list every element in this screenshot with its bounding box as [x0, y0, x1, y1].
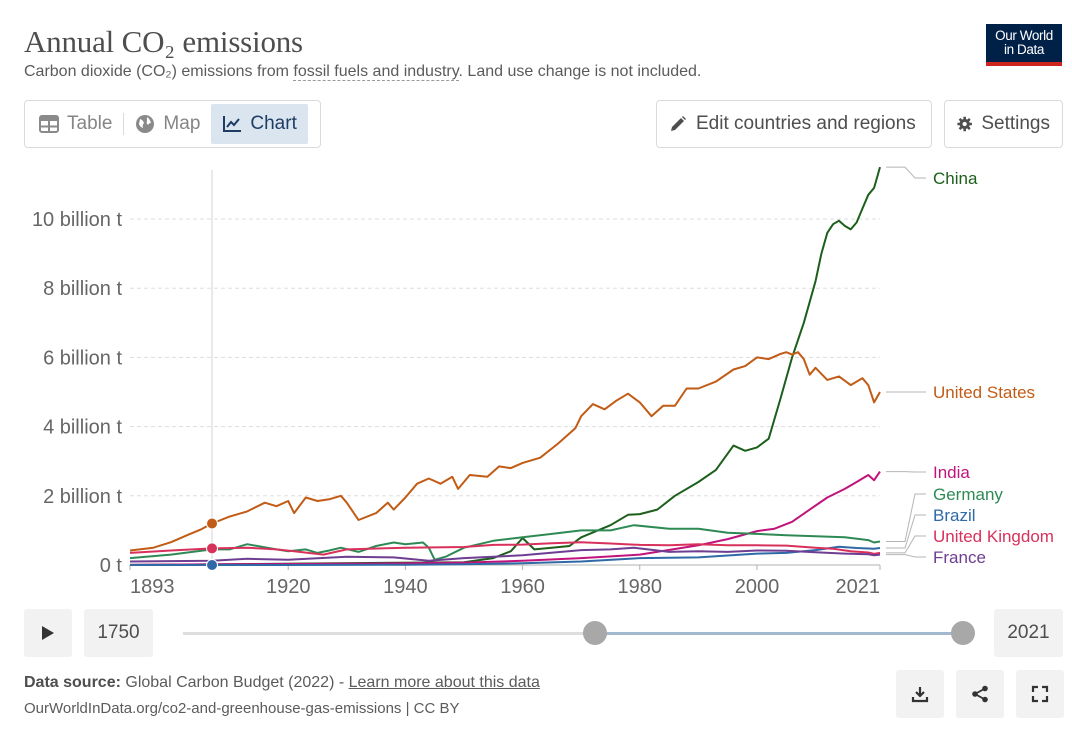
grid-layer: 0 t 2 billion t 4 billion t 6 billion t 8 bi… [32, 170, 881, 598]
series-line-france[interactable] [129, 546, 881, 563]
tab-chart-label: Chart [250, 113, 297, 134]
subtitle-text: Carbon dioxide (CO₂) emissions from [24, 63, 294, 80]
share-button[interactable] [956, 670, 1004, 718]
label-layer: China United States India Germany Brazil Unit… [886, 166, 1054, 567]
series-line-united-kingdom[interactable] [129, 541, 881, 556]
y-tick-label: 10 billion t [32, 209, 123, 231]
y-tick-label: 2 billion t [43, 486, 122, 508]
edit-countries-button[interactable]: Edit countries and regions [656, 100, 932, 148]
series-label-china[interactable]: China [933, 169, 978, 188]
timeline-controls: 1750 2021 [24, 609, 1064, 657]
settings-label: Settings [981, 113, 1050, 134]
logo-line-2: in Data [1004, 42, 1044, 57]
line-chart-icon [223, 116, 242, 132]
timeline-range[interactable] [595, 632, 963, 635]
gear-icon [957, 116, 972, 132]
end-year[interactable]: 2021 [994, 609, 1063, 657]
chart-subtitle: Carbon dioxide (CO₂) emissions from foss… [24, 63, 701, 81]
edit-countries-label: Edit countries and regions [696, 113, 916, 134]
download-icon [911, 687, 929, 703]
source-label: Data source: [24, 674, 121, 691]
x-tick-label: 2000 [735, 576, 780, 598]
series-label-india[interactable]: India [933, 463, 970, 482]
tab-table[interactable]: Table [28, 104, 123, 144]
label-leader-line [886, 166, 926, 179]
end-handle[interactable] [951, 621, 975, 645]
series-label-united-kingdom[interactable]: United Kingdom [933, 527, 1054, 546]
y-tick-label: 4 billion t [43, 417, 122, 439]
logo-line-1: Our World [995, 28, 1053, 43]
series-line-united-states[interactable] [129, 351, 881, 552]
start-year[interactable]: 1750 [84, 609, 153, 657]
label-leader-line [886, 493, 926, 542]
x-tick-label: 1940 [383, 576, 428, 598]
view-tabs: Table Map Chart [24, 100, 321, 148]
fullscreen-button[interactable] [1016, 670, 1064, 718]
play-icon [42, 626, 54, 640]
x-tick-label: 1960 [500, 576, 545, 598]
table-icon [39, 115, 59, 133]
tab-map[interactable]: Map [124, 104, 211, 144]
series-label-france[interactable]: France [933, 548, 986, 567]
tab-divider [123, 113, 125, 135]
play-button[interactable] [24, 609, 72, 657]
tab-table-label: Table [67, 113, 113, 134]
series-label-germany[interactable]: Germany [933, 485, 1003, 504]
learn-more-link[interactable]: Learn more about this data [348, 674, 540, 691]
data-source: Data source: Global Carbon Budget (2022)… [24, 674, 540, 692]
download-button[interactable] [896, 670, 944, 718]
x-tick-label: 1893 [130, 576, 175, 598]
tab-map-label: Map [163, 113, 201, 134]
fossil-fuels-link[interactable]: fossil fuels and industry [293, 63, 459, 81]
series-label-united-states[interactable]: United States [933, 383, 1035, 402]
chart-title: Annual CO₂ emissions [24, 24, 303, 59]
source-text: Global Carbon Budget (2022) - [125, 674, 349, 691]
label-leader-line [886, 535, 926, 554]
y-tick-label: 8 billion t [43, 278, 122, 300]
hover-marker [206, 517, 219, 530]
hover-marker [206, 559, 219, 571]
timeline-track[interactable] [183, 632, 963, 635]
label-leader-line [886, 554, 926, 558]
series-layer [129, 166, 881, 571]
y-tick-label: 6 billion t [43, 347, 122, 369]
owid-logo[interactable]: Our World in Data [986, 24, 1062, 66]
subtitle-text-end: . Land use change is not included. [458, 63, 702, 80]
x-tick-label: 1980 [618, 576, 663, 598]
globe-icon [136, 115, 155, 133]
series-line-brazil[interactable] [130, 545, 881, 566]
pencil-icon [671, 116, 686, 131]
series-line-china[interactable] [129, 166, 881, 566]
share-icon [972, 685, 988, 703]
x-tick-label: 1920 [266, 576, 311, 598]
settings-button[interactable]: Settings [944, 100, 1063, 148]
start-handle[interactable] [583, 621, 607, 645]
series-label-brazil[interactable]: Brazil [933, 506, 976, 525]
series-line-india[interactable] [129, 471, 881, 566]
y-tick-label: 0 t [100, 555, 123, 577]
source-url[interactable]: OurWorldInData.org/co2-and-greenhouse-ga… [24, 700, 460, 717]
hover-marker [206, 542, 219, 555]
label-leader-line [886, 514, 926, 549]
line-chart[interactable]: 0 t 2 billion t 4 billion t 6 billion t 8 bi… [0, 160, 1072, 600]
expand-icon [1031, 685, 1049, 703]
tab-chart[interactable]: Chart [211, 104, 308, 144]
x-tick-label: 2021 [836, 576, 881, 598]
